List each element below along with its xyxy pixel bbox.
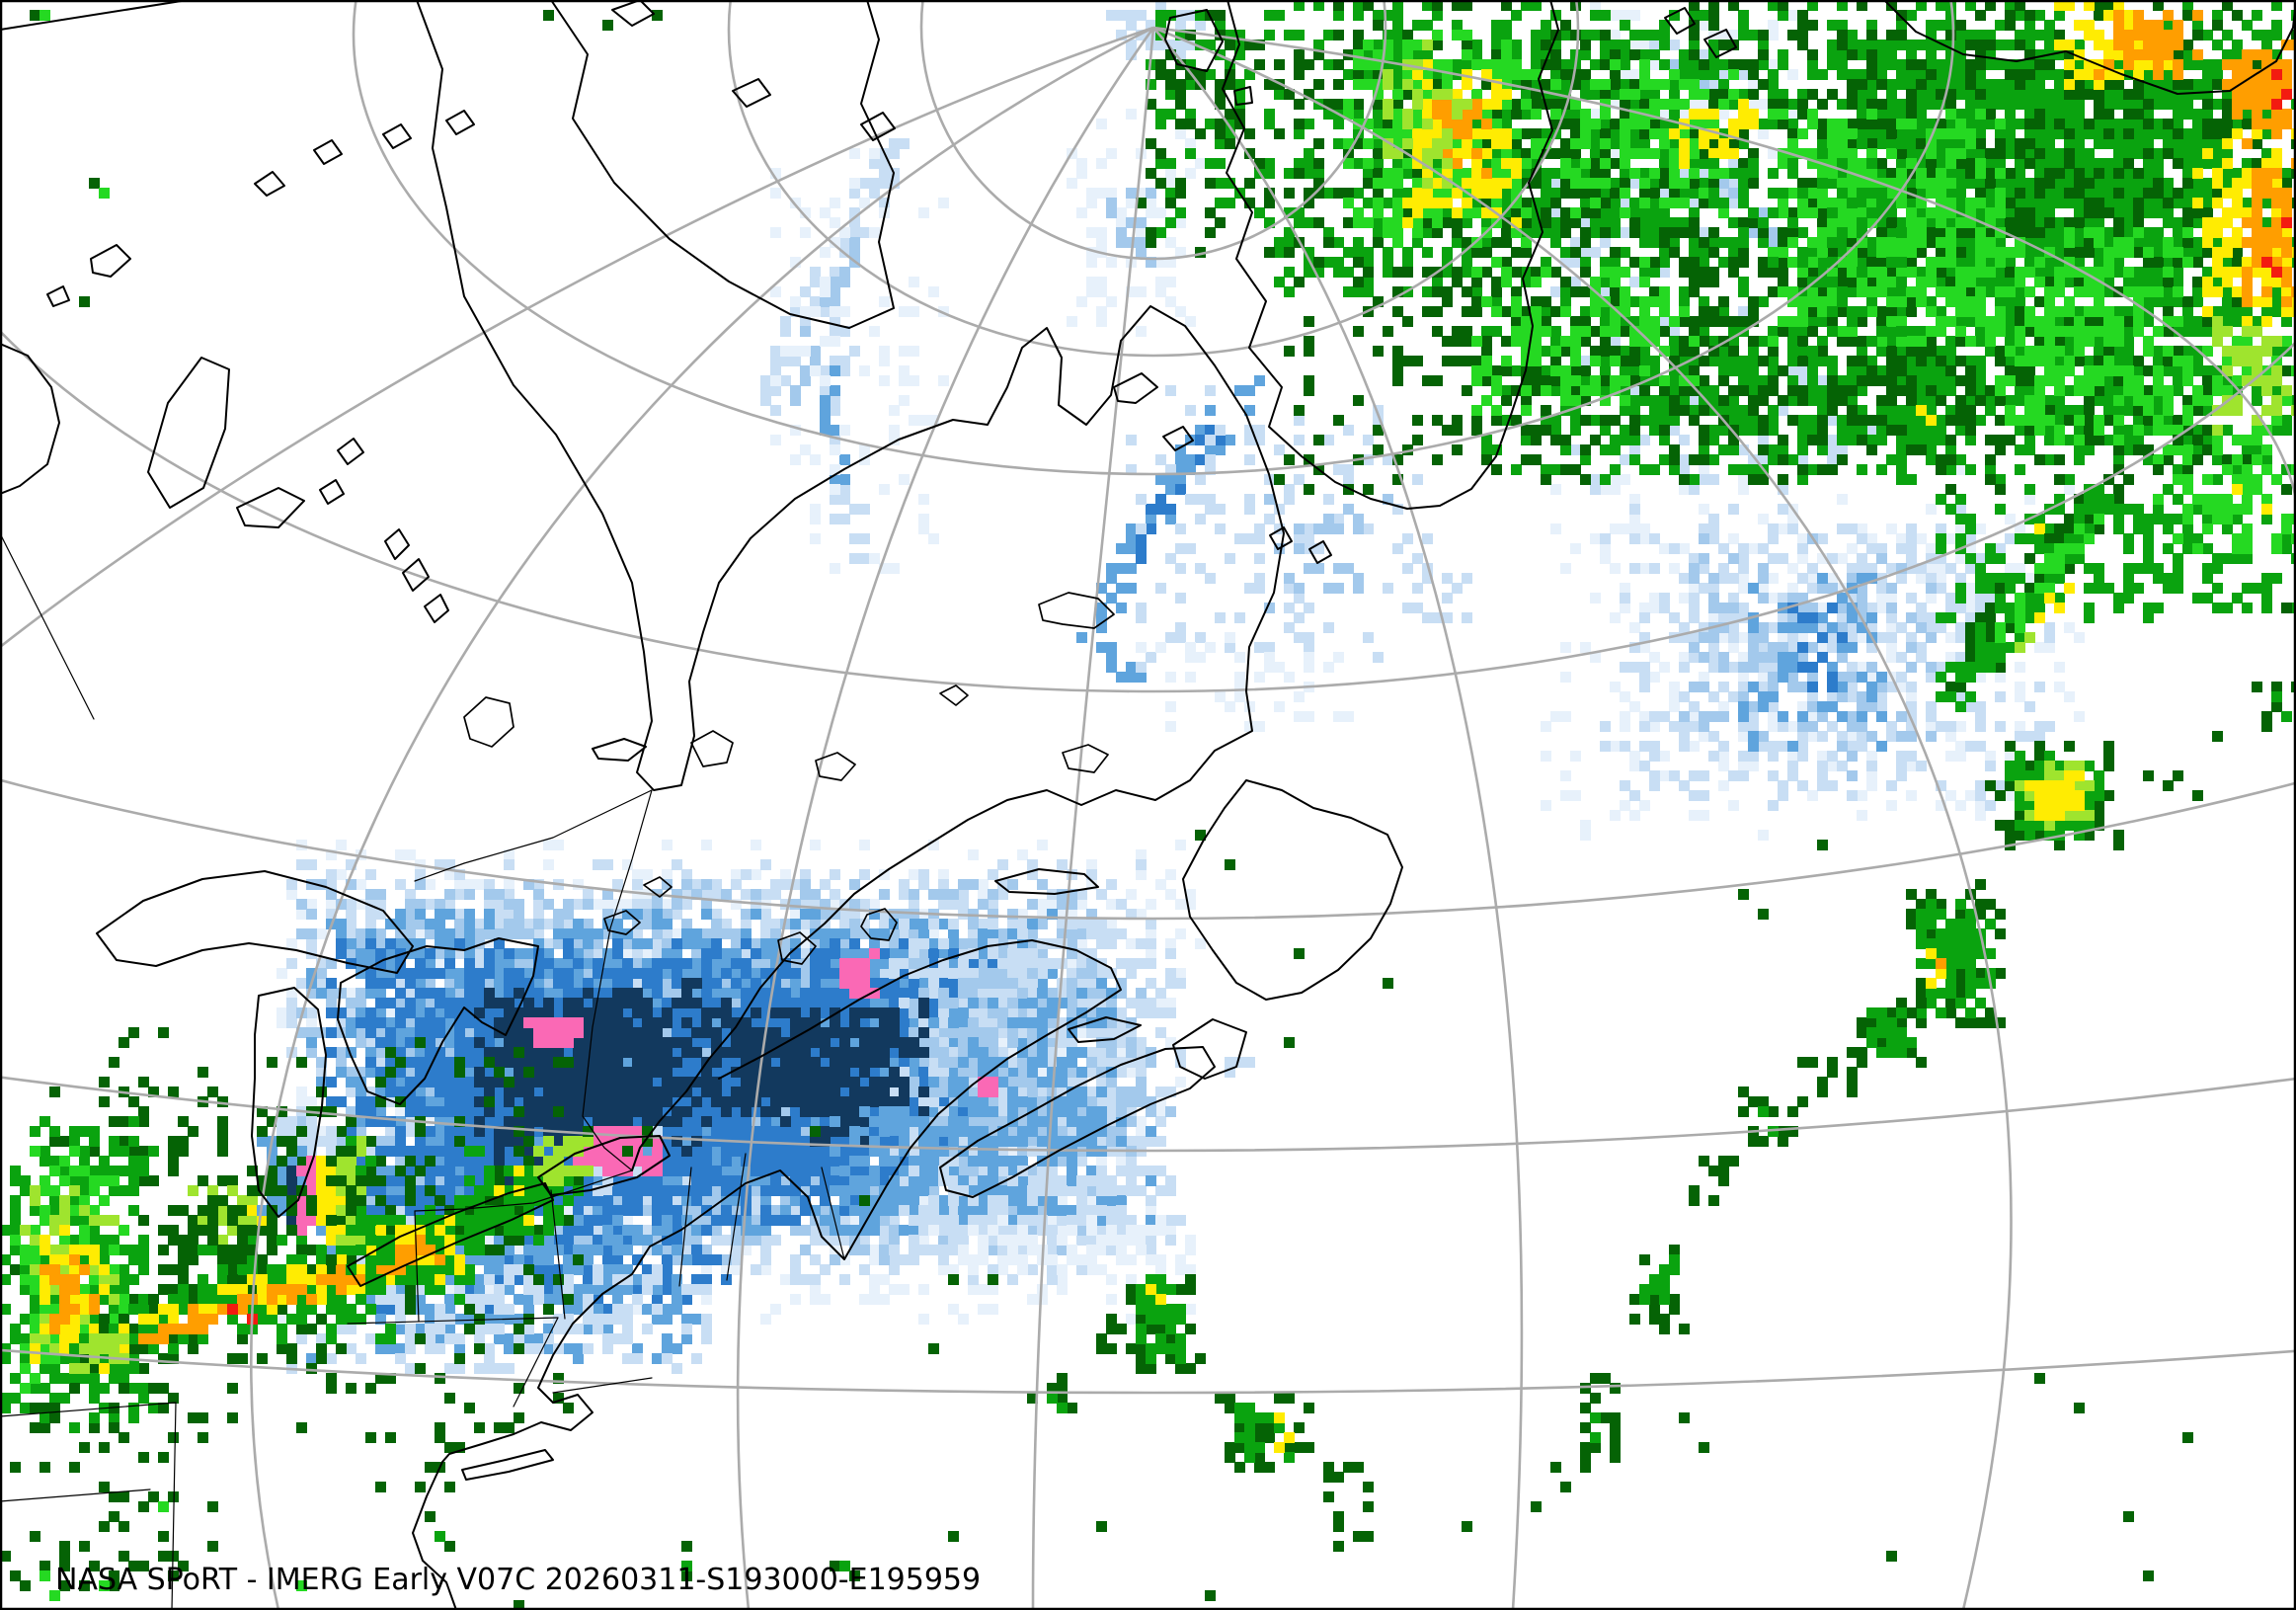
map-title-label: NASA SPoRT - IMERG Early V07C 20260311-S… (55, 1563, 982, 1597)
